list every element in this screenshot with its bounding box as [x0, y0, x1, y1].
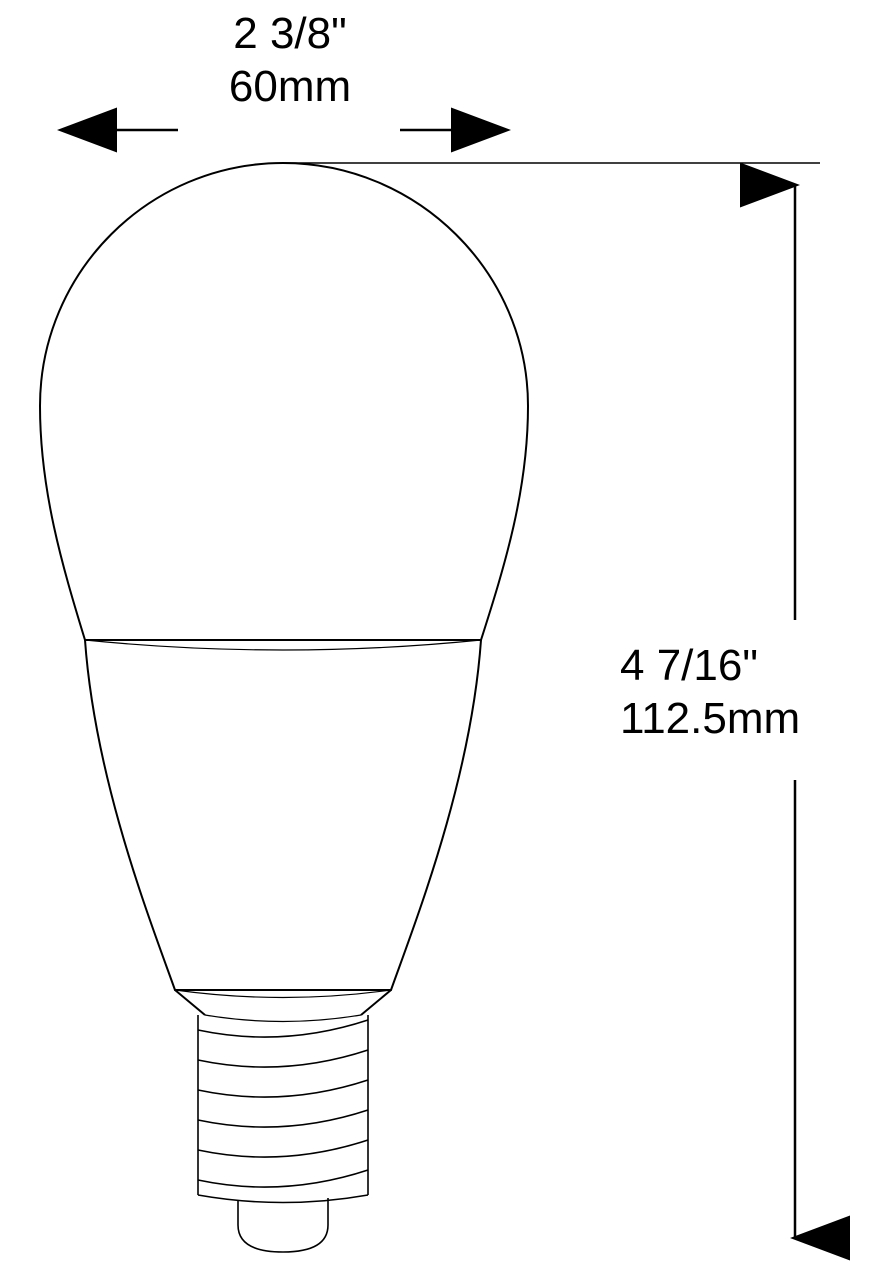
width-metric: 60mm [180, 61, 400, 114]
height-metric: 112.5mm [620, 693, 800, 746]
width-label: 2 3/8" 60mm [180, 8, 400, 114]
bulb-outline [40, 163, 528, 1022]
height-label: 4 7/16" 112.5mm [620, 640, 800, 746]
screw-threads [198, 1015, 368, 1252]
height-imperial: 4 7/16" [620, 640, 800, 693]
width-imperial: 2 3/8" [180, 8, 400, 61]
